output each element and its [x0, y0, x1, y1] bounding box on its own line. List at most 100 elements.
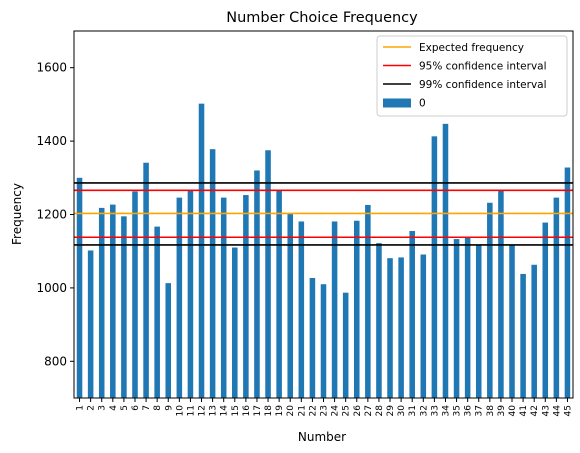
x-axis: 1 2 3 4 5 6 7 8 9 10 11 12 13 14 15 16 17 18 19 20 21 22 23 24 2…: [76, 398, 573, 417]
x-tick-label: 24: [331, 405, 341, 417]
x-tick-label: 17: [253, 405, 263, 416]
bar: [342, 292, 349, 398]
bar: [420, 254, 427, 398]
chart-title: Number Choice Frequency: [226, 10, 418, 26]
bar: [509, 245, 515, 398]
bar: [564, 167, 571, 398]
x-tick-label: 16: [242, 405, 252, 417]
bar: [453, 239, 460, 398]
y-tick-label: 1600: [36, 61, 67, 75]
x-axis-label: Number: [298, 430, 346, 444]
bar: [209, 149, 216, 398]
bar: [165, 283, 172, 398]
x-tick-label: 32: [419, 405, 429, 416]
x-tick-label: 1: [76, 405, 86, 411]
legend-label: Expected frequency: [419, 42, 524, 54]
x-tick-label: 45: [563, 405, 573, 416]
x-tick-label: 33: [430, 405, 440, 416]
bar: [220, 197, 227, 398]
bar: [365, 204, 371, 398]
bar: [76, 177, 83, 398]
bar: [287, 213, 293, 398]
x-tick-label: 40: [508, 405, 518, 417]
bar: [154, 226, 160, 398]
bar: [309, 277, 316, 398]
x-tick-label: 14: [220, 405, 230, 417]
x-tick-label: 4: [109, 405, 119, 411]
reference-lines-group: [74, 182, 573, 246]
legend-box: [376, 35, 568, 117]
legend-label: 95% confidence interval: [419, 61, 547, 73]
y-tick-label: 1400: [36, 134, 67, 148]
bar: [376, 243, 382, 398]
x-tick-label: 42: [530, 405, 540, 416]
bar: [531, 264, 537, 398]
bar: [232, 247, 238, 398]
y-tick-label: 1000: [36, 281, 67, 295]
bar: [198, 103, 205, 399]
bar: [176, 197, 183, 398]
y-tick-label: 1200: [36, 208, 67, 222]
bar: [387, 258, 393, 398]
bar: [298, 221, 305, 398]
x-tick-label: 5: [120, 405, 130, 411]
x-tick-label: 6: [131, 405, 141, 411]
x-tick-label: 12: [198, 405, 208, 416]
bar: [276, 189, 282, 398]
x-tick-label: 7: [142, 405, 152, 411]
bar: [464, 237, 471, 398]
x-tick-label: 39: [497, 405, 507, 417]
legend-patch-swatch: [383, 98, 411, 108]
bar: [320, 284, 327, 398]
bar: [254, 170, 260, 398]
x-tick-label: 34: [441, 405, 451, 417]
bar: [331, 221, 338, 398]
bar: [553, 197, 560, 398]
bar: [187, 189, 194, 398]
bar: [121, 216, 127, 398]
x-tick-label: 8: [153, 405, 163, 411]
x-tick-label: 13: [209, 405, 219, 416]
x-tick-label: 41: [519, 405, 529, 416]
x-tick-label: 36: [464, 405, 474, 417]
x-tick-label: 15: [231, 405, 241, 416]
x-tick-label: 30: [397, 405, 407, 417]
x-tick-label: 31: [408, 405, 418, 416]
x-tick-label: 21: [297, 405, 307, 416]
y-tick-label: 800: [44, 354, 67, 368]
x-tick-label: 2: [87, 405, 97, 411]
x-tick-label: 11: [186, 405, 196, 416]
x-tick-label: 10: [175, 405, 185, 417]
x-tick-label: 37: [475, 405, 485, 416]
bar: [431, 136, 438, 398]
x-tick-label: 26: [353, 405, 363, 417]
x-tick-label: 28: [375, 405, 385, 417]
x-tick-label: 22: [308, 405, 318, 416]
bar: [487, 202, 493, 398]
x-tick-label: 27: [364, 405, 374, 416]
x-tick-label: 18: [264, 405, 274, 417]
bar: [442, 123, 449, 398]
x-tick-label: 20: [286, 405, 296, 417]
legend: Expected frequency 95% confidence interva…: [376, 35, 568, 117]
bar: [110, 204, 116, 398]
bar: [498, 189, 504, 398]
legend-label: 0: [419, 98, 426, 110]
bar: [475, 245, 482, 398]
x-tick-label: 23: [320, 405, 330, 416]
bar: [398, 257, 404, 398]
x-tick-label: 25: [342, 405, 352, 416]
bar: [87, 250, 94, 398]
x-tick-label: 35: [453, 405, 463, 416]
x-tick-label: 44: [552, 405, 562, 417]
x-tick-label: 43: [541, 405, 551, 416]
y-axis: 800 1000 1200 1400 1600: [36, 61, 74, 368]
bar: [409, 231, 415, 398]
bar: [520, 273, 526, 398]
bar: [132, 191, 138, 398]
x-tick-label: 9: [164, 405, 174, 411]
bar: [98, 207, 105, 398]
bar: [353, 220, 360, 398]
bar: [542, 222, 549, 398]
